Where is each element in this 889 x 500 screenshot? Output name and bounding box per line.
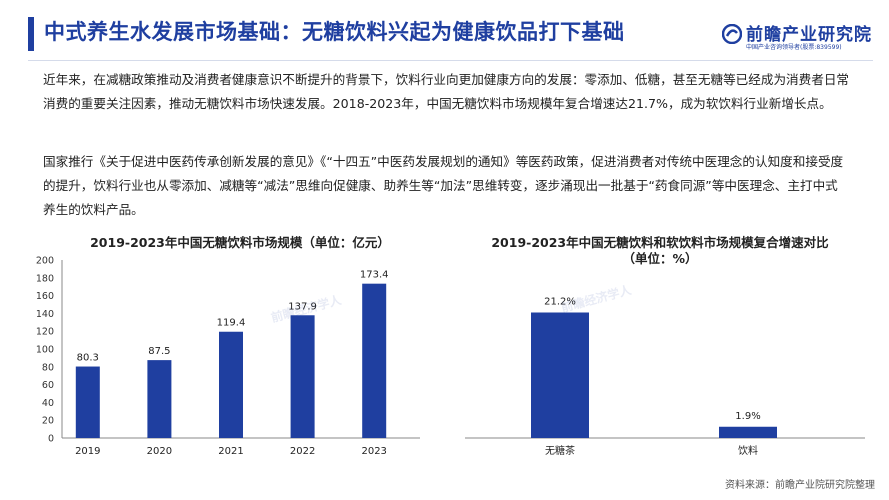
chart1-bar [362, 283, 387, 438]
chart1-x-tick-label: 2021 [218, 446, 243, 457]
chart1-y-tick-label: 80 [42, 362, 54, 373]
chart1-data-label: 119.4 [217, 318, 246, 329]
chart1-y-tick-label: 160 [36, 291, 54, 302]
chart1-bar [219, 331, 243, 438]
chart1-bar [75, 366, 100, 438]
chart1-y-tick-label: 120 [36, 327, 54, 338]
chart1-bar [147, 360, 172, 438]
market-size-bar-chart: 0 20 40 60 80 100 120 140 160 180 200 80.3 2019 87.5 2… [36, 256, 420, 457]
page-title: 中式养生水发展市场基础：无糖饮料兴起为健康饮品打下基础 [44, 20, 625, 44]
chart2-title-unit: （单位：%） [622, 251, 698, 266]
chart1-y-tick-label: 20 [42, 416, 54, 427]
chart1-y-tick-label: 140 [36, 309, 54, 320]
chart1-data-label: 80.3 [77, 353, 99, 364]
chart2-data-label: 21.2% [544, 296, 576, 307]
chart1-bar [290, 315, 315, 438]
intro-paragraph: 近年来，在减糖政策推动及消费者健康意识不断提升的背景下，饮料行业向更加健康方向的… [43, 72, 849, 111]
chart1-data-label: 137.9 [288, 301, 317, 312]
chart2-bar [719, 426, 777, 438]
logo-subtitle: 中国产业咨询领导者(股票:839599) [746, 44, 842, 51]
chart1-y-tick-label: 0 [48, 434, 54, 445]
chart1-x-tick-label: 2019 [75, 446, 100, 457]
chart2-title: 2019-2023年中国无糖饮料和软饮料市场规模复合增速对比 [491, 235, 829, 250]
policy-paragraph: 国家推行《关于促进中医药传承创新发展的意见》《“十四五”中医药发展规划的通知》等… [43, 154, 844, 217]
chart1-y-tick-label: 200 [36, 256, 54, 267]
chart1-x-tick-label: 2020 [147, 446, 172, 457]
growth-comparison-bar-chart: 21.2% 无糖茶 1.9% 饮料 [465, 296, 865, 457]
chart1-y-tick-label: 40 [42, 398, 54, 409]
chart1-y-tick-label: 60 [42, 380, 54, 391]
chart1-y-tick-label: 100 [36, 345, 54, 356]
title-accent-bar [28, 17, 34, 51]
logo-name: 前瞻产业研究院 [746, 25, 872, 45]
source-note: 资料来源：前瞻产业院研究院整理 [725, 480, 875, 491]
chart1-x-tick-label: 2023 [361, 446, 386, 457]
chart2-data-label: 1.9% [735, 411, 760, 422]
chart1-y-tick-label: 180 [36, 273, 54, 284]
chart1-x-tick-label: 2022 [290, 446, 315, 457]
logo-swirl-icon [722, 24, 742, 44]
brand-logo: 前瞻产业研究院 中国产业咨询领导者(股票:839599) [722, 20, 872, 56]
chart2-x-tick-label: 饮料 [738, 444, 758, 457]
chart2-x-tick-label: 无糖茶 [545, 444, 575, 457]
chart2-bar [531, 312, 589, 438]
chart1-data-label: 173.4 [360, 270, 389, 281]
header-divider [28, 60, 873, 61]
chart1-data-label: 87.5 [148, 346, 170, 357]
chart1-title: 2019-2023年中国无糖饮料市场规模（单位：亿元） [90, 235, 390, 250]
